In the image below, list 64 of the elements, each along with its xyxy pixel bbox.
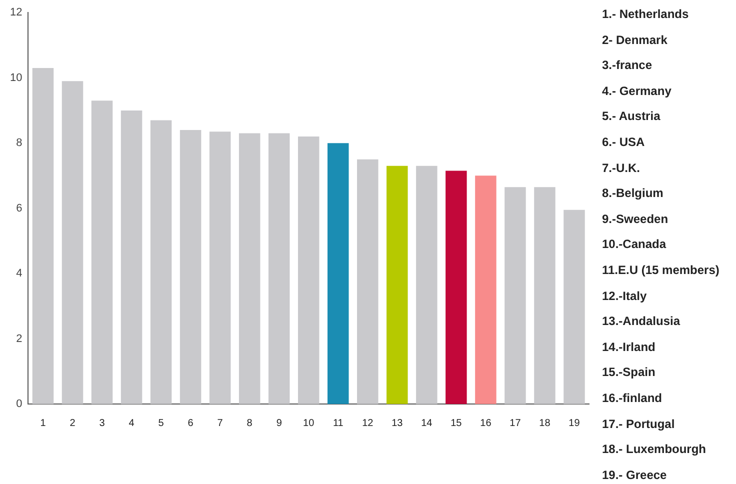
bar [534,187,556,404]
text: 14.-Irland [602,338,656,356]
text: 6.- USA [602,134,646,151]
bar [446,170,467,404]
x-tick-label: 17 [510,418,522,429]
y-tick-label: 4 [16,268,22,280]
text: 9.-Sweeden [602,210,670,228]
bar [180,130,202,404]
x-tick-label: 13 [392,418,404,429]
text: 12.-Italy [602,288,648,305]
y-tick-label: 2 [16,332,22,345]
text: 17.- Portugal [602,416,676,432]
bar [209,132,231,404]
text: 1.- Netherlands [602,6,690,23]
x-tick-label: 14 [421,418,433,429]
text: 16.-finland [602,390,664,407]
bar [268,133,290,404]
x-tick-label: 10 [303,418,315,429]
bar [564,210,585,404]
bar [357,159,378,404]
x-tick-label: 18 [539,418,551,429]
y-tick-label: 0 [16,398,22,410]
bar [416,166,438,404]
x-tick-label: 6 [188,418,194,429]
y-tick-label: 12 [10,6,22,19]
text: 13.-Andalusia [602,313,682,330]
x-tick-label: 4 [128,418,135,429]
x-tick-label: 2 [70,418,76,429]
bar [386,166,408,404]
bar [504,187,526,404]
bar [475,176,496,404]
bar [62,81,84,404]
x-tick-label: 7 [217,418,224,429]
text: 2- Denmark [602,32,668,49]
text: 11.E.U (15 members) [602,262,720,279]
text: 3.-france [602,57,654,74]
text: 15.-Spain [602,364,656,382]
y-tick-label: 8 [16,137,22,150]
x-tick-label: 19 [568,418,580,429]
bar [298,136,320,404]
bar [120,110,142,404]
x-tick-label: 11 [332,418,344,429]
text: 7.-U.K. [602,160,642,177]
x-tick-label: 5 [158,418,164,429]
bar [32,68,54,404]
bar [91,100,113,404]
x-tick-label: 12 [362,418,374,429]
y-tick-label: 10 [10,72,22,84]
x-tick-label: 8 [246,418,253,429]
y-tick-label: 6 [16,202,22,214]
x-tick-label: 15 [450,418,462,429]
text: 19.- Greece [602,466,668,484]
bar [328,143,349,404]
text: 10.-Canada [602,236,668,254]
text: 8.-Belgium [602,185,664,202]
x-tick-label: 1 [40,418,46,429]
x-tick-label: 3 [99,418,106,429]
bar [150,120,172,404]
x-tick-label: 9 [276,418,282,429]
x-tick-label: 16 [480,418,492,429]
text: 5.- Austria [602,108,662,126]
bar [238,133,260,404]
text: 4.- Germany [602,82,672,100]
text: 18.- Luxembourgh [602,441,708,458]
